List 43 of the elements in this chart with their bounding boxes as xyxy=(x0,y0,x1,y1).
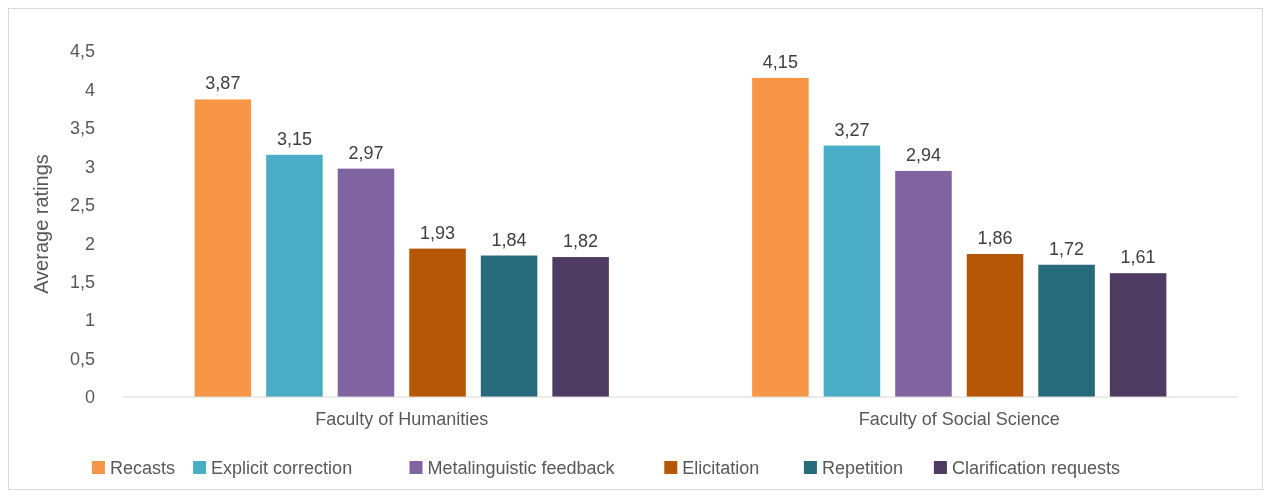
y-tick-label: 4,5 xyxy=(69,41,95,62)
bar xyxy=(895,170,952,397)
bar xyxy=(1109,273,1167,397)
data-label: 1,72 xyxy=(1049,238,1085,259)
y-axis-title: Average ratings xyxy=(30,154,52,294)
bar xyxy=(409,248,466,397)
data-label: 2,94 xyxy=(905,144,941,165)
legend-label: Clarification requests xyxy=(951,458,1120,479)
legend-label: Explicit correction xyxy=(211,458,353,479)
bar xyxy=(480,255,538,397)
data-label: 2,97 xyxy=(348,142,384,163)
x-tick-label: Faculty of Social Science xyxy=(858,409,1060,429)
data-label: 1,93 xyxy=(420,222,456,243)
data-label: 3,27 xyxy=(834,119,870,140)
data-label: 1,82 xyxy=(563,231,599,252)
legend-label: Elicitation xyxy=(682,458,760,479)
bar xyxy=(1038,264,1095,397)
bar xyxy=(823,145,881,397)
y-tick-label: 1 xyxy=(84,310,95,331)
bar xyxy=(966,253,1024,397)
bar xyxy=(266,154,323,397)
y-tick-label: 2,5 xyxy=(69,195,95,216)
y-tick-label: 3,5 xyxy=(69,118,95,139)
bar xyxy=(337,168,395,397)
data-label: 1,84 xyxy=(491,229,527,250)
x-tick-label: Faculty of Humanities xyxy=(315,409,489,429)
y-tick-label: 3 xyxy=(84,156,95,177)
y-tick-label: 4 xyxy=(84,79,95,100)
y-tick-label: 1,5 xyxy=(69,271,95,292)
bar xyxy=(194,99,252,397)
y-tick-label: 2 xyxy=(84,233,95,254)
legend-label: Recasts xyxy=(109,458,175,479)
y-tick-label: 0 xyxy=(84,387,95,408)
data-label: 4,15 xyxy=(762,51,798,72)
data-label: 3,15 xyxy=(276,128,312,149)
data-label: 3,87 xyxy=(205,73,241,94)
bar xyxy=(552,257,609,397)
data-label: 1,61 xyxy=(1120,247,1156,268)
bar xyxy=(752,77,809,397)
y-tick-label: 0,5 xyxy=(69,348,95,369)
data-label: 1,86 xyxy=(977,227,1013,248)
legend-label: Repetition xyxy=(821,458,903,479)
legend-label: Metalinguistic feedback xyxy=(427,458,616,479)
